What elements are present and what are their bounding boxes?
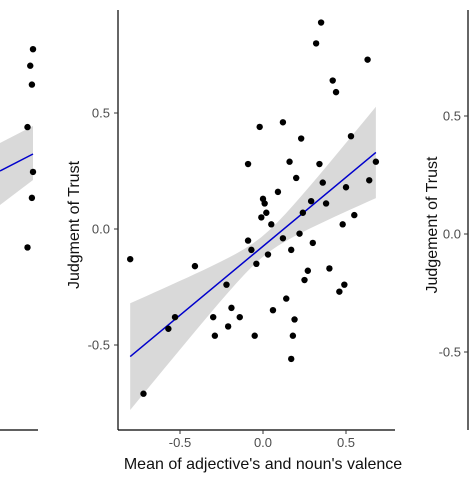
right-panel: 0.5 0.0 -0.5 Judgement of Trust xyxy=(424,10,469,430)
data-point xyxy=(341,281,348,288)
data-point xyxy=(299,209,307,216)
x-tick-label: 0.0 xyxy=(254,435,272,450)
data-point xyxy=(329,77,336,84)
right-panel-y-axis-title: Judgement of Trust xyxy=(424,156,441,294)
y-tick-label: -0.5 xyxy=(88,338,110,353)
data-point xyxy=(301,276,308,284)
data-point xyxy=(263,209,270,216)
data-point xyxy=(244,237,252,244)
data-point xyxy=(248,246,255,254)
data-point xyxy=(28,194,36,202)
data-point xyxy=(286,158,293,165)
data-point xyxy=(312,40,320,47)
data-point xyxy=(210,313,217,321)
data-point xyxy=(332,88,340,96)
data-point xyxy=(288,355,295,363)
data-point xyxy=(29,168,37,176)
data-point xyxy=(253,260,260,267)
data-point xyxy=(326,265,333,272)
data-point xyxy=(211,332,219,339)
y-tick-label: 0.0 xyxy=(92,222,110,237)
y-axis-ticks: -0.5 0.0 0.5 xyxy=(88,106,118,353)
data-point xyxy=(289,332,297,339)
regression-line xyxy=(129,151,377,358)
data-point xyxy=(293,174,300,182)
y-tick-label: 0.5 xyxy=(92,106,110,121)
data-point xyxy=(317,19,325,26)
right-y-tick-label: -0.5 xyxy=(439,345,461,360)
data-point xyxy=(244,160,252,168)
data-point xyxy=(223,281,230,288)
y-axis-title: Judgment of Trust xyxy=(66,160,83,289)
center-panel: -0.50.00.5 -0.5 0.0 0.5 Judgment of Trust … xyxy=(66,10,402,473)
left-panel xyxy=(0,46,38,431)
right-panel-y-ticks: 0.5 0.0 -0.5 xyxy=(439,109,468,360)
data-point xyxy=(224,323,232,330)
right-y-tick-label: 0.0 xyxy=(443,227,461,242)
data-point xyxy=(307,197,315,205)
data-point xyxy=(319,179,326,186)
data-point xyxy=(336,288,343,295)
data-points xyxy=(127,19,380,397)
data-point xyxy=(288,246,295,254)
data-point xyxy=(258,214,265,221)
x-tick-label: 0.5 xyxy=(337,435,355,450)
data-point xyxy=(297,135,305,142)
data-point xyxy=(261,200,268,207)
data-point xyxy=(291,316,298,323)
data-point xyxy=(171,313,179,321)
data-point xyxy=(29,46,37,53)
x-axis-ticks: -0.5 0.0 0.5 xyxy=(169,430,355,450)
data-point xyxy=(372,158,380,165)
data-point xyxy=(309,239,316,247)
data-point xyxy=(347,133,355,140)
data-point xyxy=(366,177,373,184)
right-y-tick-label: 0.5 xyxy=(443,109,461,124)
data-point xyxy=(28,81,36,88)
data-point xyxy=(228,304,235,312)
data-point xyxy=(322,200,330,207)
data-point xyxy=(339,221,346,228)
data-point xyxy=(351,211,358,219)
data-point xyxy=(24,123,31,131)
data-point xyxy=(251,332,258,339)
data-point xyxy=(279,235,287,242)
data-point xyxy=(279,119,287,126)
confidence-band xyxy=(130,106,376,410)
data-point xyxy=(127,255,134,263)
data-point xyxy=(268,221,275,228)
data-point xyxy=(165,325,172,332)
data-point xyxy=(296,230,303,237)
left-panel-points xyxy=(24,46,37,251)
data-point xyxy=(264,251,272,258)
data-point xyxy=(316,160,323,168)
data-point xyxy=(269,307,277,314)
data-point xyxy=(191,262,199,270)
data-point xyxy=(342,184,350,191)
x-axis-title: Mean of adjective's and noun's valence xyxy=(124,456,402,473)
data-point xyxy=(24,244,31,251)
x-tick-label: -0.5 xyxy=(169,435,191,450)
data-point xyxy=(236,313,243,321)
data-point xyxy=(304,267,312,274)
data-point xyxy=(256,123,263,131)
data-point xyxy=(274,188,282,196)
left-panel-regression-line xyxy=(0,153,34,172)
data-point xyxy=(283,295,290,302)
data-point xyxy=(140,390,147,397)
left-panel-confidence-band xyxy=(0,126,33,205)
data-point xyxy=(27,62,34,69)
data-point xyxy=(364,56,371,63)
